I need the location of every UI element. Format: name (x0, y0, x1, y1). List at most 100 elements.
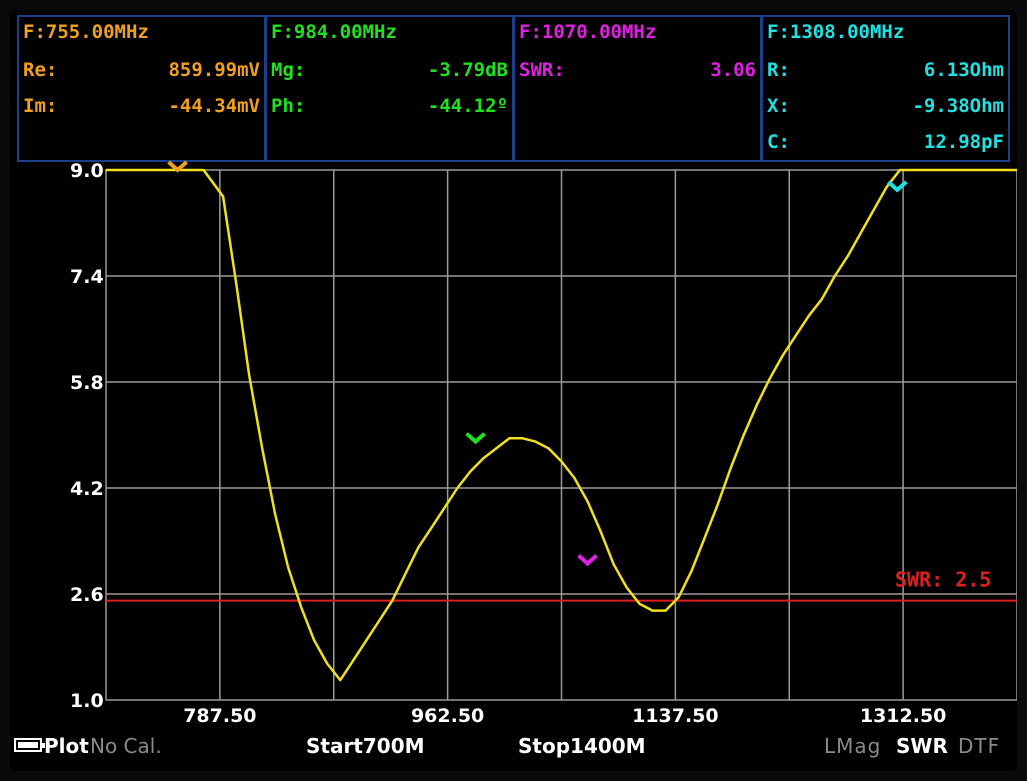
swr-data-point (235, 281, 237, 284)
swr-data-point (443, 507, 446, 509)
swr-data-point (794, 334, 797, 337)
lmag-mode-button[interactable]: LMag (824, 734, 882, 758)
swr-data-point (690, 570, 693, 572)
dtf-mode-button[interactable]: DTF (958, 734, 1001, 758)
marker-4-r-value: 6.13Ohm (923, 59, 1004, 81)
swr-data-point (860, 232, 862, 234)
x-tick-label: 1137.50 (632, 705, 719, 727)
marker-3-swr-value: 3.06 (710, 59, 756, 81)
swr-data-point (755, 404, 758, 406)
swr-data-point (469, 470, 472, 473)
swr-data-point (417, 546, 420, 549)
swr-data-point (222, 195, 224, 198)
swr-data-point (202, 169, 205, 171)
swr-data-point (768, 377, 771, 380)
swr-data-point (105, 169, 107, 171)
stop-frequency-button[interactable]: Stop1400M (518, 734, 646, 758)
swr-data-point (521, 437, 524, 440)
marker-3-panel[interactable]: F:1070.00MHz SWR: 3.06 (513, 15, 762, 162)
swr-data-point (248, 374, 250, 377)
plot-mode-button[interactable]: Plot (44, 734, 89, 758)
y-tick-label: 4.2 (70, 478, 104, 500)
y-tick-label: 1.0 (70, 690, 104, 712)
marker-3-swr-row: SWR: 3.06 (519, 59, 756, 83)
marker-4-frequency: F:1308.00MHz (767, 21, 905, 43)
swr-data-point (391, 599, 394, 602)
swr-data-point (456, 487, 459, 489)
swr-data-point (1016, 169, 1017, 171)
marker-4-r-row: R: 6.13Ohm (767, 59, 1004, 83)
y-tick-label: 7.4 (70, 266, 104, 288)
swr-data-point (560, 460, 563, 463)
swr-data-point (157, 169, 159, 171)
x-tick-label: 787.50 (183, 705, 256, 727)
analyzer-screen: F:755.00MHz Re: 859.99mV Im: -44.34mV F:… (10, 10, 1017, 771)
swr-plot[interactable]: 1.0 2.6 4.2 5.8 7.4 9.0 787.50 962.50 1137.50 131… (10, 10, 1017, 771)
swr-data-point (482, 457, 485, 459)
y-tick-label: 5.8 (70, 372, 104, 394)
swr-data-point (638, 603, 641, 605)
swr-data-point (287, 566, 290, 569)
swr-data-point (365, 639, 368, 642)
marker-1-im-row: Im: -44.34mV (23, 95, 260, 119)
marker-3-swr-label: SWR: (519, 59, 565, 81)
swr-data-point (729, 467, 732, 469)
swr-trace (106, 168, 1017, 682)
marker-1-im-value: -44.34mV (168, 95, 260, 117)
swr-data-point (326, 662, 329, 665)
swr-data-point (990, 169, 992, 171)
marker-2-ph-value: -44.12º (427, 95, 508, 117)
swr-data-point (339, 679, 342, 681)
y-tick-label: 2.6 (70, 584, 104, 606)
swr-data-point (625, 586, 628, 589)
marker-1-im-label: Im: (23, 95, 58, 117)
swr-data-point (716, 503, 719, 506)
swr-data-point (612, 563, 615, 565)
marker-2-frequency: F:984.00MHz (271, 21, 397, 43)
x-tick-label: 1312.50 (860, 705, 947, 727)
swr-data-point (599, 530, 602, 532)
start-frequency-button[interactable]: Start700M (306, 734, 425, 758)
swr-data-point (300, 606, 303, 609)
swr-data-point (938, 169, 940, 171)
marker-2-mg-row: Mg: -3.79dB (271, 59, 508, 83)
swr-data-point (261, 447, 263, 450)
marker-2-mg-label: Mg: (271, 59, 306, 81)
marker-1-panel[interactable]: F:755.00MHz Re: 859.99mV Im: -44.34mV (17, 15, 266, 162)
swr-data-point (964, 169, 966, 171)
swr-data-point (508, 437, 511, 440)
marker-4-x-label: X: (767, 95, 790, 117)
marker-4-panel[interactable]: F:1308.00MHz R: 6.13Ohm X: -9.38Ohm C: 1… (761, 15, 1010, 162)
marker-3-caret (577, 554, 598, 567)
swr-data-point (586, 500, 589, 503)
swr-data-point (352, 659, 355, 662)
marker-1-re-value: 859.99mV (168, 59, 260, 81)
swr-data-point (430, 526, 433, 529)
calibration-status[interactable]: No Cal. (90, 734, 162, 758)
marker-1-re-label: Re: (23, 59, 58, 81)
y-tick-label: 9.0 (70, 160, 104, 182)
marker-1-re-row: Re: 859.99mV (23, 59, 260, 83)
swr-data-point (547, 447, 550, 450)
marker-2-ph-row: Ph: -44.12º (271, 95, 508, 119)
swr-data-point (703, 536, 706, 539)
marker-4-c-value: 12.98pF (923, 131, 1004, 153)
swr-threshold-label: SWR: 2.5 (895, 568, 991, 592)
marker-4-r-label: R: (767, 59, 790, 81)
swr-data-point (274, 513, 276, 516)
swr-data-point (378, 619, 381, 622)
marker-2-ph-label: Ph: (271, 95, 306, 117)
swr-data-point (781, 354, 784, 357)
marker-4-caret (886, 180, 908, 193)
marker-1-frequency: F:755.00MHz (23, 21, 149, 43)
swr-data-point (807, 314, 810, 317)
swr-data-point (651, 609, 654, 612)
marker-1-caret (167, 160, 188, 173)
swr-data-point (664, 609, 667, 612)
swr-data-point (886, 185, 888, 188)
marker-2-mg-value: -3.79dB (427, 59, 508, 81)
swr-mode-button[interactable]: SWR (896, 734, 948, 758)
swr-data-point (183, 169, 185, 171)
marker-2-caret (465, 432, 486, 445)
swr-data-point (834, 275, 836, 277)
